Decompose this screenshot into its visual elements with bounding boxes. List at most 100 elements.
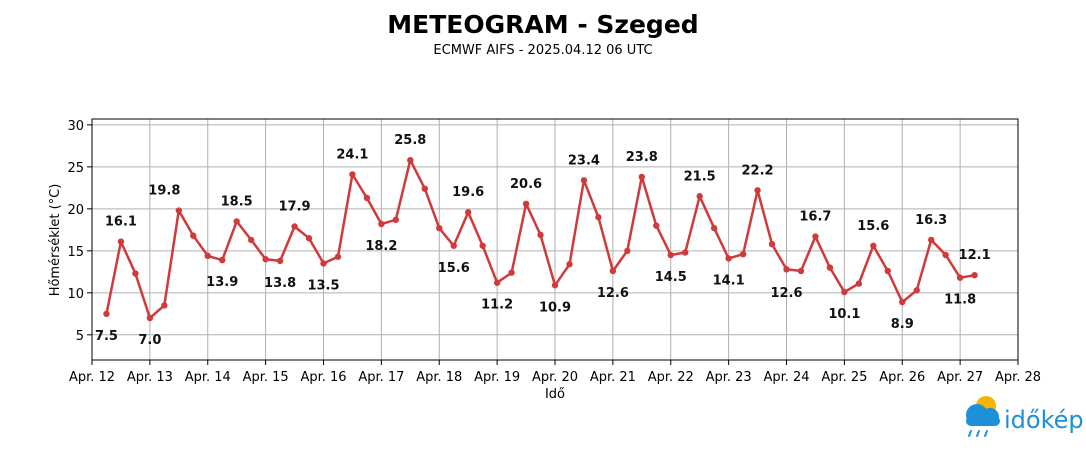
data-point [927,236,935,244]
x-tick-label: Apr. 14 [185,370,231,385]
data-labels: 7.5 16.1 7.0 19.8 13.9 18.5 13.8 17.9 13.5 24.1 18… [95,133,991,348]
data-label: 7.5 [95,329,118,344]
x-tick-label: Apr. 13 [127,370,173,385]
data-point [768,240,776,248]
data-point [884,267,891,275]
data-point [826,264,834,271]
y-tick-label: 10 [67,287,84,302]
data-label: 14.1 [713,273,745,288]
data-point [233,218,240,225]
data-point [161,302,168,309]
data-point [739,250,747,258]
data-point [783,266,790,273]
x-tick-label: Apr. 18 [416,370,462,385]
data-point [392,216,400,223]
data-label: 23.4 [568,153,600,168]
data-point [204,252,211,260]
data-point [219,256,226,264]
data-label: 16.1 [105,215,137,230]
data-label: 10.9 [539,300,571,315]
data-label: 12.1 [959,248,991,263]
data-label: 7.0 [138,333,161,348]
x-tick-label: Apr. 20 [532,370,578,385]
data-point [132,270,139,277]
x-tick-label: Apr. 12 [69,370,115,385]
data-point [247,236,255,244]
data-point [870,242,877,249]
axis-ticks: Apr. 12 Apr. 13 Apr. 14 Apr. 15 Apr. 16 Apr. … [67,119,1041,385]
y-tick-label: 15 [67,245,84,260]
data-point [493,279,501,286]
data-point [551,282,559,289]
data-point [971,271,978,279]
data-point [190,232,197,239]
data-point [305,235,313,242]
data-label: 21.5 [684,169,716,184]
data-label: 18.5 [221,194,253,209]
data-point [262,256,269,263]
grid [91,119,1019,360]
data-point [522,200,530,208]
data-label: 22.2 [742,163,774,178]
data-point [378,220,385,228]
data-label: 13.5 [307,278,339,293]
temperature-points [103,156,978,322]
x-tick-label: Apr. 24 [763,370,809,385]
data-point [653,222,660,229]
cloud-sun-icon [966,396,1000,437]
data-label: 23.8 [626,150,658,165]
data-point [956,274,964,281]
data-label: 10.1 [828,307,860,322]
y-tick-label: 25 [67,161,84,176]
x-axis-label: Idő [545,387,565,402]
y-axis-label: Hőmérséklet (°C) [48,184,63,297]
x-tick-label: Apr. 23 [706,370,752,385]
data-label: 19.8 [148,184,180,199]
data-point [334,253,342,260]
data-label: 12.6 [770,286,802,301]
data-point [479,242,486,249]
data-point [103,310,110,318]
x-tick-label: Apr. 17 [358,370,404,385]
data-point [407,156,414,164]
idokep-logo: időkép [966,396,1084,437]
data-point [436,224,443,232]
data-point [754,187,761,194]
chart-title: METEOGRAM - Szeged [387,10,698,39]
data-point [363,194,371,202]
data-point [638,173,646,181]
data-label: 13.8 [264,276,296,291]
logo-text: időkép [1004,406,1084,434]
x-tick-label: Apr. 21 [590,370,636,385]
x-tick-label: Apr. 22 [648,370,694,385]
data-point [812,233,819,240]
x-tick-label: Apr. 28 [995,370,1041,385]
data-point [609,267,617,275]
data-label: 17.9 [279,199,311,214]
chart-subtitle: ECMWF AIFS - 2025.04.12 06 UTC [433,43,652,58]
data-label: 15.6 [857,219,889,234]
data-point [595,214,602,221]
data-label: 16.3 [915,213,947,228]
data-label: 25.8 [394,133,426,148]
data-label: 19.6 [452,185,484,200]
y-tick-label: 30 [67,119,84,134]
x-tick-label: Apr. 19 [474,370,520,385]
data-point [349,171,356,178]
y-tick-label: 5 [76,329,84,344]
data-point [667,251,674,259]
data-point [464,209,472,216]
data-label: 8.9 [891,317,914,332]
data-point [566,261,573,268]
data-label: 24.1 [336,147,368,162]
data-label: 11.8 [944,293,976,308]
data-label: 18.2 [365,239,397,254]
data-point [841,288,848,296]
data-label: 14.5 [655,270,687,285]
data-point [450,242,457,249]
data-label: 13.9 [206,275,238,290]
data-point [725,255,732,262]
data-point [624,247,631,255]
data-point [855,280,863,287]
data-point [942,251,949,259]
